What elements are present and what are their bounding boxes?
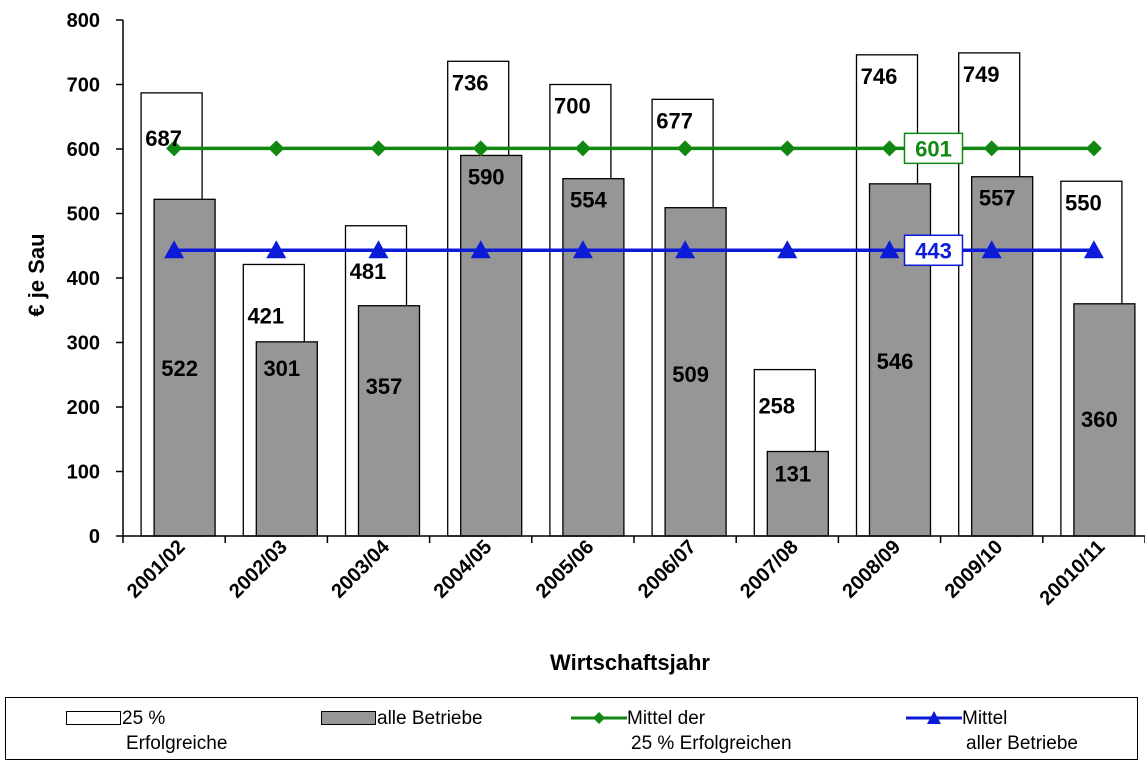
y-tick-label: 200	[67, 397, 100, 419]
legend-swatch-white-bar	[66, 711, 121, 725]
mean-marker-triangle	[266, 240, 287, 259]
bar-label-25-erfolgreiche: 736	[452, 70, 489, 95]
bar-label-alle-betriebe: 522	[161, 356, 198, 381]
mean-marker-diamond	[881, 140, 898, 157]
legend-label: aller Betriebe	[966, 733, 1078, 754]
bar-label-25-erfolgreiche: 258	[758, 394, 795, 419]
y-tick-label: 300	[67, 333, 100, 355]
x-tick-label: 2005/06	[532, 536, 599, 603]
mean-marker-diamond	[574, 140, 591, 157]
mean-label-alle-betriebe: 443	[915, 238, 952, 263]
mean-marker-diamond	[166, 140, 183, 157]
legend-label: 25 % Erfolgreichen	[631, 733, 792, 754]
legend-label: alle Betriebe	[377, 708, 483, 729]
bar-label-alle-betriebe: 131	[774, 462, 811, 487]
bar-label-25-erfolgreiche: 421	[247, 303, 284, 328]
bar-alle-betriebe	[460, 154, 523, 537]
x-tick-label: 2001/02	[123, 536, 190, 603]
legend-label: Erfolgreiche	[126, 733, 228, 754]
legend-label: 25 %	[122, 708, 166, 729]
bar-alle-betriebe	[1073, 303, 1136, 537]
mean-marker-triangle	[981, 240, 1002, 259]
y-tick-label: 600	[67, 139, 100, 161]
bar-label-alle-betriebe: 509	[672, 362, 709, 387]
x-axis-title: Wirtschaftsjahr	[550, 650, 710, 675]
bar-label-alle-betriebe: 557	[979, 186, 1016, 211]
y-tick-label: 500	[67, 204, 100, 226]
bar-label-25-erfolgreiche: 687	[145, 126, 182, 151]
mean-marker-triangle	[879, 240, 900, 259]
x-tick-label: 20010/11	[1036, 536, 1110, 610]
mean-marker-triangle	[470, 240, 491, 259]
chart: 0 100 200 300 400 500 600 700 800 2001/02 2002/03 2…	[24, 10, 1145, 675]
mean-marker-diamond	[677, 140, 694, 157]
mean-marker-triangle	[572, 240, 593, 259]
y-tick-label: 100	[67, 462, 100, 484]
bar-alle-betriebe	[357, 305, 421, 537]
bar-label-alle-betriebe: 590	[468, 164, 505, 189]
bar-label-alle-betriebe: 546	[877, 349, 914, 374]
mean-marker-triangle	[164, 240, 185, 259]
mean-marker-triangle	[1083, 240, 1104, 259]
mean-marker-diamond	[1085, 140, 1102, 157]
legend-swatch-green-diamond-line	[571, 712, 627, 724]
bar-label-alle-betriebe: 357	[366, 374, 403, 399]
bar-label-25-erfolgreiche: 749	[963, 62, 1000, 87]
mean-marker-diamond	[472, 140, 489, 157]
x-tick-label: 2008/09	[838, 536, 905, 603]
y-tick-label: 0	[89, 526, 100, 548]
y-tick-label: 800	[67, 10, 100, 32]
x-tick-label: 2009/10	[941, 536, 1008, 603]
mean-label-alle-betriebe-box	[903, 234, 964, 267]
x-tick-label: 2006/07	[634, 536, 701, 603]
mean-label-25-erfolgreiche: 601	[915, 136, 952, 161]
legend-label: Mittel	[962, 708, 1008, 729]
mean-marker-diamond	[983, 140, 1000, 157]
bar-alle-betriebe	[153, 198, 216, 537]
legend: 25 % Erfolgreiche alle Betriebe Mittel d…	[5, 697, 1138, 760]
mean-marker-triangle	[777, 240, 798, 259]
legend-swatch-gray-bar	[321, 711, 376, 725]
legend-swatch-blue-triangle-line	[906, 711, 962, 724]
bar-alle-betriebe	[255, 341, 318, 537]
mean-marker-diamond	[779, 140, 796, 157]
bar-label-25-erfolgreiche: 481	[350, 259, 387, 284]
bars-layer	[140, 52, 1136, 537]
mean-label-25-erfolgreiche-box	[903, 132, 964, 165]
labels-layer: 601 443 687 522 421 301 481 357 736 590 700 554 677 5…	[145, 62, 1118, 487]
y-axis-title: € je Sau	[24, 233, 49, 316]
x-tick-label: 2007/08	[736, 536, 803, 603]
mean-marker-diamond	[268, 140, 285, 157]
x-tick-label: 2004/05	[430, 536, 497, 603]
bar-label-25-erfolgreiche: 550	[1065, 190, 1102, 215]
bar-alle-betriebe	[562, 178, 625, 537]
legend-label: Mittel der	[627, 708, 706, 729]
bar-label-25-erfolgreiche: 677	[656, 108, 693, 133]
mean-marker-triangle	[368, 240, 389, 259]
bar-label-alle-betriebe: 554	[570, 188, 607, 213]
y-tick-label: 400	[67, 268, 100, 290]
bar-label-alle-betriebe: 360	[1081, 407, 1118, 432]
bar-label-25-erfolgreiche: 746	[861, 64, 898, 89]
bar-alle-betriebe	[766, 450, 829, 537]
bar-label-25-erfolgreiche: 700	[554, 94, 591, 119]
x-tick-label: 2002/03	[225, 536, 292, 603]
mean-marker-triangle	[675, 240, 696, 259]
y-tick-label: 700	[67, 75, 100, 97]
bar-alle-betriebe	[971, 176, 1034, 537]
x-tick-label: 2003/04	[327, 535, 394, 602]
mean-marker-diamond	[370, 140, 387, 157]
bar-label-alle-betriebe: 301	[263, 356, 300, 381]
